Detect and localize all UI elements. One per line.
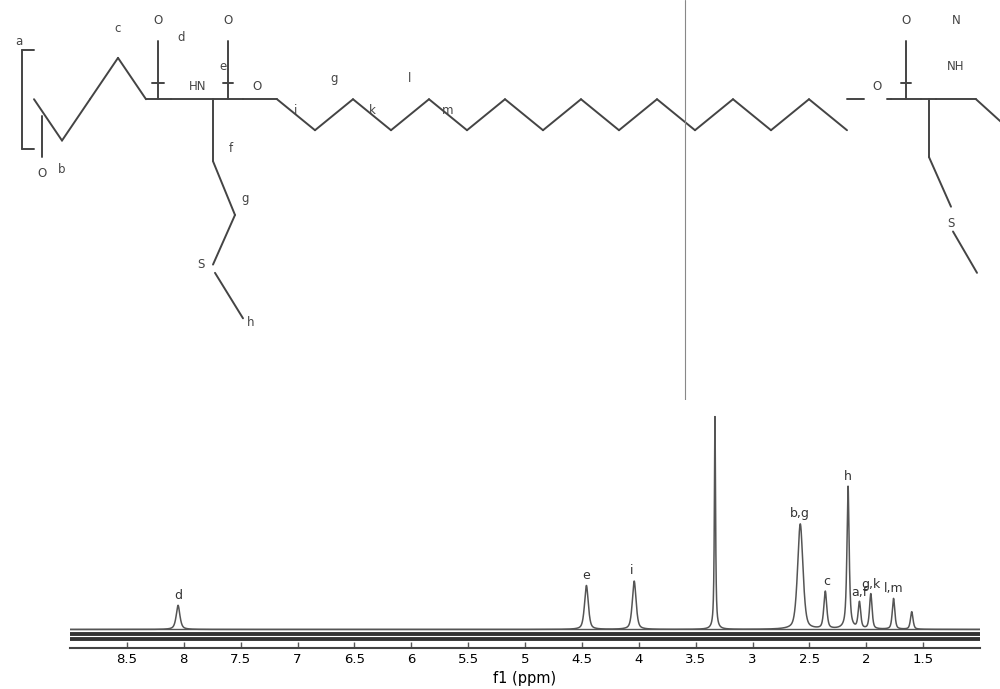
- Text: a,f: a,f: [851, 586, 868, 599]
- Text: i: i: [294, 103, 298, 116]
- Text: O: O: [872, 81, 882, 93]
- Text: O: O: [153, 14, 163, 27]
- Text: h: h: [844, 470, 852, 483]
- Text: NH: NH: [947, 60, 965, 72]
- Text: N: N: [952, 14, 960, 27]
- Text: b,g: b,g: [790, 507, 810, 520]
- Text: O: O: [223, 14, 233, 27]
- Text: d: d: [174, 588, 182, 601]
- Text: g: g: [241, 192, 249, 205]
- Text: O: O: [37, 167, 47, 180]
- Text: l: l: [408, 72, 412, 85]
- Text: S: S: [947, 217, 955, 229]
- Text: m: m: [442, 103, 454, 116]
- Text: c: c: [115, 23, 121, 35]
- Text: f: f: [229, 143, 233, 155]
- Text: e: e: [583, 569, 590, 582]
- Text: i: i: [630, 564, 634, 577]
- Text: O: O: [252, 81, 262, 93]
- Text: e: e: [219, 60, 227, 72]
- Text: g,k: g,k: [861, 577, 880, 590]
- Text: d: d: [177, 31, 185, 43]
- Text: S: S: [197, 258, 205, 271]
- Text: k: k: [369, 103, 375, 116]
- Text: l,m: l,m: [884, 582, 903, 595]
- Text: a: a: [15, 35, 23, 48]
- X-axis label: f1 (ppm): f1 (ppm): [493, 671, 557, 686]
- Text: c: c: [823, 575, 830, 588]
- Text: HN: HN: [189, 81, 206, 93]
- Text: g: g: [330, 72, 338, 85]
- Text: h: h: [247, 316, 255, 329]
- Text: O: O: [901, 14, 911, 27]
- Text: b: b: [58, 163, 66, 176]
